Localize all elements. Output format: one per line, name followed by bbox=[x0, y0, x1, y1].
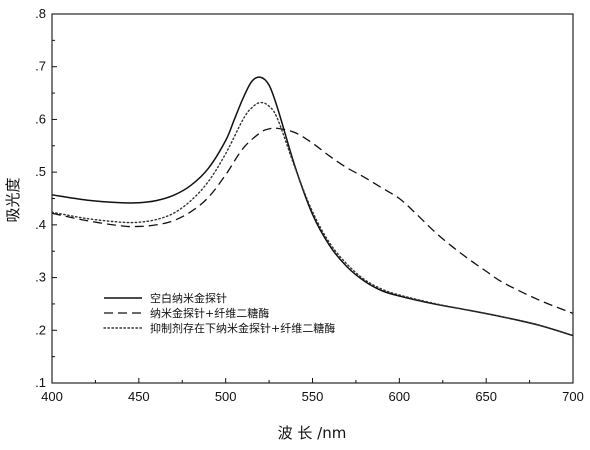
y-tick-label: .8 bbox=[35, 6, 46, 21]
y-tick-label: .4 bbox=[35, 217, 46, 232]
y-tick-label: .1 bbox=[35, 375, 46, 390]
legend-label-1: 空白纳米金探针 bbox=[150, 291, 227, 305]
series-line-1 bbox=[51, 76, 574, 337]
x-tick-label: 450 bbox=[128, 389, 150, 404]
legend-label-2: 纳米金探针+纤维二糖酶 bbox=[150, 306, 269, 320]
x-tick-label: 650 bbox=[475, 389, 497, 404]
x-axis-title: 波 长 /nm bbox=[278, 424, 347, 442]
series-layer bbox=[51, 76, 574, 337]
legend-label-3: 抑制剂存在下纳米金探针+纤维二糖酶 bbox=[150, 321, 335, 335]
y-tick-label: .3 bbox=[35, 270, 46, 285]
axes: 400 450 500 550 600 650 700 .1 .2 .3 .4 .5 .6 .7 .8 bbox=[35, 6, 584, 404]
x-tick-label: 700 bbox=[562, 389, 584, 404]
y-tick-label: .5 bbox=[35, 164, 46, 179]
x-tick-label: 500 bbox=[215, 389, 237, 404]
y-axis-title: 吸光度 bbox=[4, 177, 22, 222]
y-tick-label: .2 bbox=[35, 322, 46, 337]
y-tick-label: .6 bbox=[35, 111, 46, 126]
series-line-3 bbox=[51, 101, 574, 337]
x-tick-label: 600 bbox=[388, 389, 410, 404]
x-tick-label: 400 bbox=[41, 389, 63, 404]
x-tick-label: 550 bbox=[302, 389, 324, 404]
series-line-2 bbox=[51, 127, 574, 315]
y-tick-label: .7 bbox=[35, 59, 46, 74]
